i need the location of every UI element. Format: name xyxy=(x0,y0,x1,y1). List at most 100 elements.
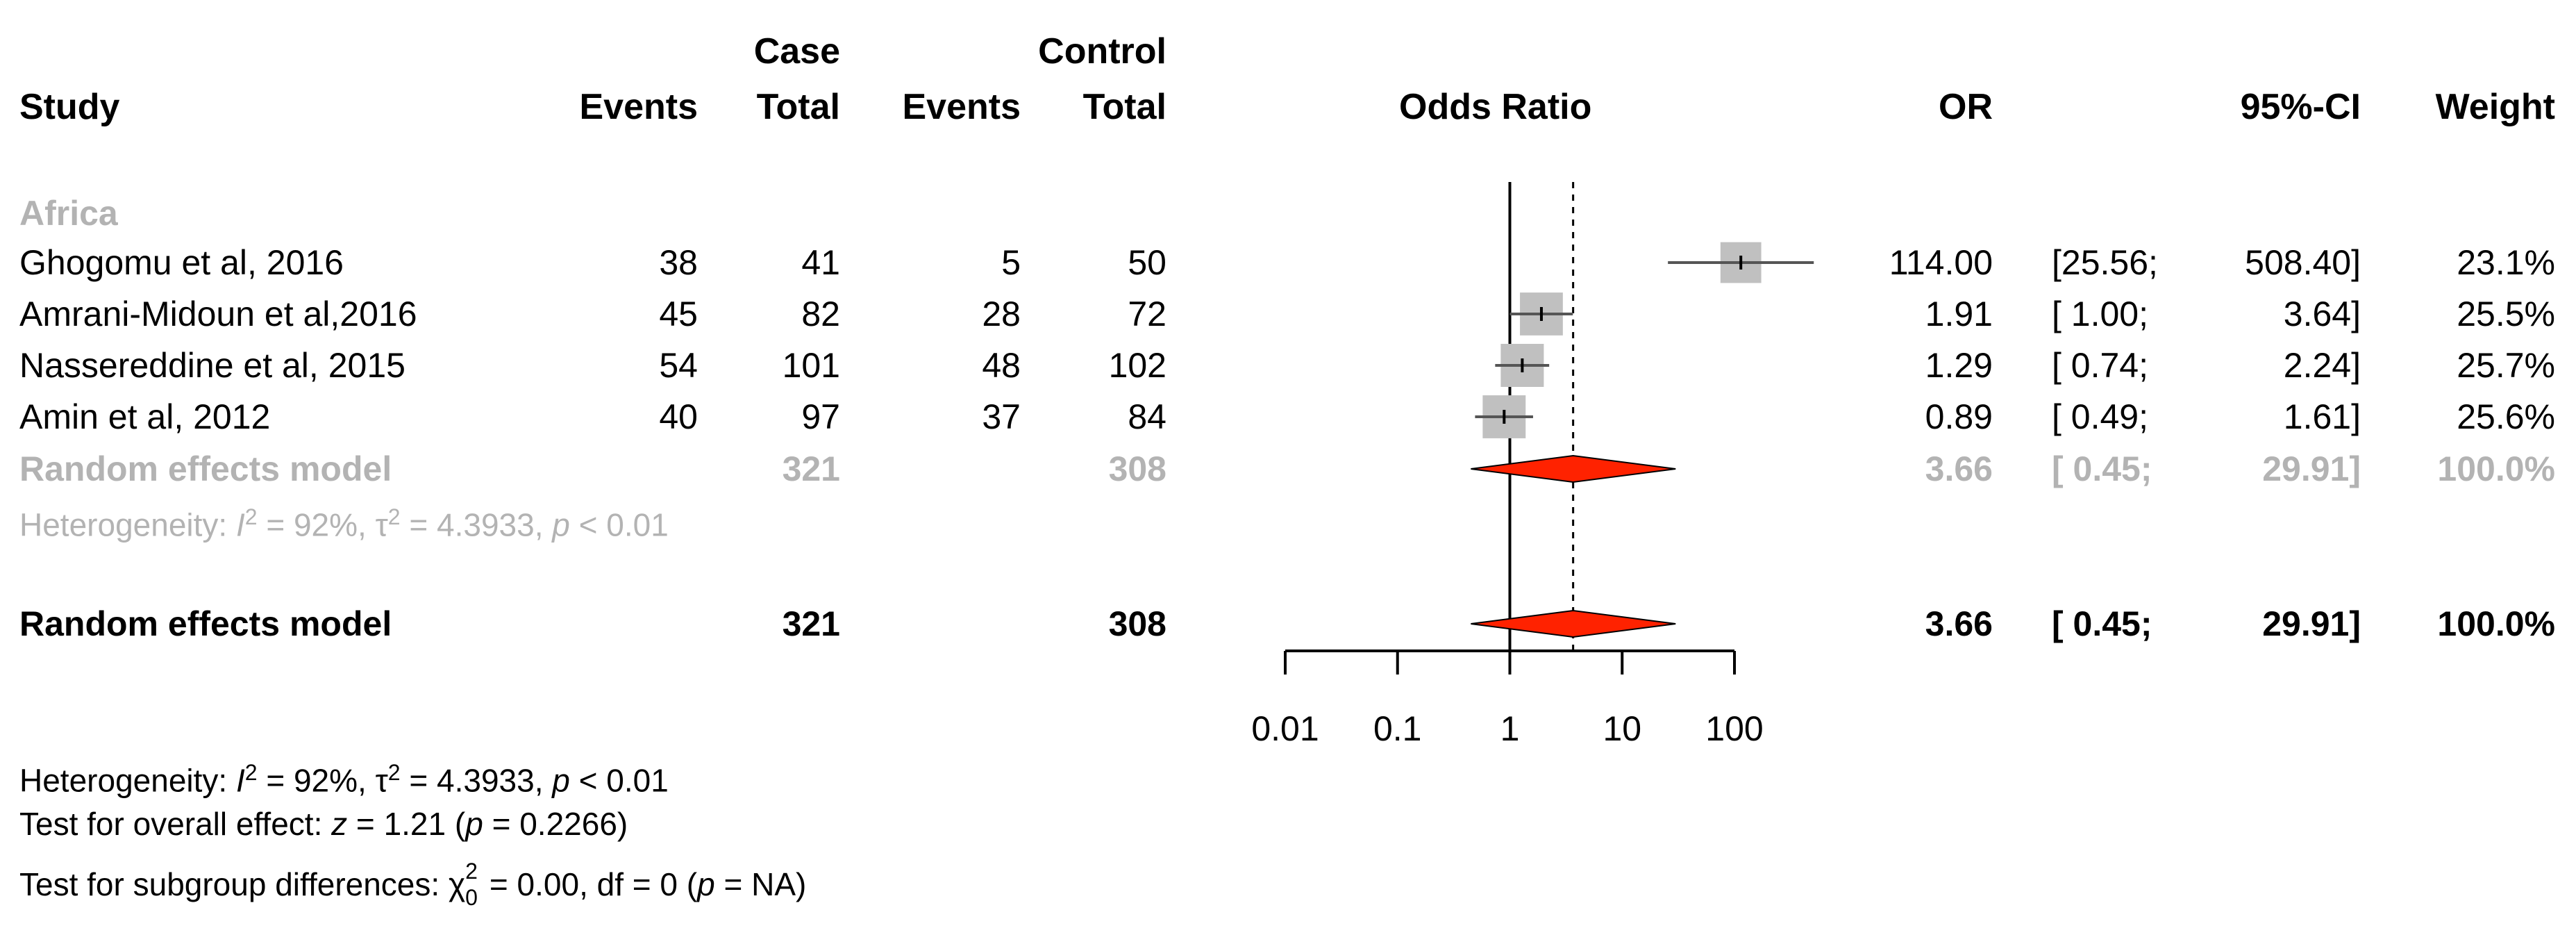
case-total: 41 xyxy=(801,243,840,282)
overall-case-total: 321 xyxy=(782,604,840,643)
footer-overall-prefix: Test for overall effect: xyxy=(19,806,332,842)
subgroup-het-sup: 2 xyxy=(387,504,401,529)
subgroup-heterogeneity: Heterogeneity: I2 = 92%, τ2 = 4.3933, p … xyxy=(19,506,669,540)
subgroup-het-tau: τ xyxy=(375,506,388,543)
footer-overall-z: z xyxy=(331,806,348,842)
subgroup-summary-diamond xyxy=(1471,454,1676,483)
control-total: 72 xyxy=(1128,295,1166,333)
x-axis-tick-label: 10 xyxy=(1603,709,1641,748)
weight-value: 25.5% xyxy=(2457,295,2555,333)
case-total: 101 xyxy=(782,346,840,385)
header-case-events: Events xyxy=(579,87,698,127)
weight-value: 23.1% xyxy=(2457,243,2555,282)
overall-weight: 100.0% xyxy=(2437,604,2555,643)
ci-low: [25.56; xyxy=(2052,243,2158,282)
footer-sub-prefix: Test for subgroup differences: xyxy=(19,866,449,902)
subgroup-weight: 100.0% xyxy=(2437,449,2555,488)
subgroup-het-p-rest: < 0.01 xyxy=(569,506,669,543)
case-events: 54 xyxy=(659,346,698,385)
subgroup-het-prefix: Heterogeneity: xyxy=(19,506,236,543)
subgroup-het-sup: 2 xyxy=(244,504,258,529)
footer-het-tau-rest: = 4.3933, xyxy=(400,762,553,799)
header-control-group: Control xyxy=(1038,31,1166,72)
footer-het-prefix: Heterogeneity: xyxy=(19,762,236,799)
control-events: 37 xyxy=(982,397,1021,436)
footer-sub-mid: = 0.00, df = 0 ( xyxy=(480,866,698,902)
ci-high: 1.61] xyxy=(2283,397,2361,436)
footer-het-p: p xyxy=(552,762,570,799)
case-events: 40 xyxy=(659,397,698,436)
or-value: 1.91 xyxy=(1925,295,1993,333)
subgroup-ci-low: [ 0.45; xyxy=(2052,449,2152,488)
footer-het-i: I xyxy=(235,762,245,799)
subgroup-het-i-rest: = 92%, xyxy=(257,506,376,543)
control-total: 50 xyxy=(1128,243,1166,282)
x-axis-tick-label: 0.1 xyxy=(1373,709,1422,748)
weight-value: 25.7% xyxy=(2457,346,2555,385)
case-events: 38 xyxy=(659,243,698,282)
header-control-events: Events xyxy=(902,87,1021,127)
footer-het-sup: 2 xyxy=(387,760,401,785)
footer-sub-chi: χ xyxy=(448,866,466,902)
header-weight: Weight xyxy=(2435,87,2555,127)
footer-sub-sup: 2 xyxy=(465,859,478,884)
overall-model-label: Random effects model xyxy=(19,604,392,643)
control-events: 5 xyxy=(1001,243,1021,282)
overall-control-total: 308 xyxy=(1108,604,1166,643)
or-value: 114.00 xyxy=(1889,243,1993,282)
study-name: Amin et al, 2012 xyxy=(19,397,271,436)
ci-high: 508.40] xyxy=(2245,243,2361,282)
ci-high: 3.64] xyxy=(2283,295,2361,333)
ci-low: [ 1.00; xyxy=(2052,295,2148,333)
subgroup-case-total: 321 xyxy=(782,449,840,488)
header-control-total: Total xyxy=(1082,87,1166,127)
control-events: 48 xyxy=(982,346,1021,385)
control-total: 102 xyxy=(1108,346,1166,385)
case-total: 82 xyxy=(801,295,840,333)
footer-overall-rest: = 0.2266) xyxy=(483,806,628,842)
case-total: 97 xyxy=(801,397,840,436)
x-axis-tick-label: 100 xyxy=(1705,709,1763,748)
footer-het-i-rest: = 92%, xyxy=(257,762,376,799)
study-name: Nassereddine et al, 2015 xyxy=(19,346,405,385)
footer-sub-p: p xyxy=(697,866,715,902)
control-total: 84 xyxy=(1128,397,1166,436)
footer-sub-sub: 0 xyxy=(465,885,478,910)
footer-overall-mid: = 1.21 ( xyxy=(347,806,466,842)
study-name: Ghogomu et al, 2016 xyxy=(19,243,344,282)
subgroup-het-p: p xyxy=(552,506,570,543)
footer-het-sup: 2 xyxy=(244,760,258,785)
header-or: OR xyxy=(1939,87,1993,127)
header-case-total: Total xyxy=(756,87,840,127)
footer-sub-rest: = NA) xyxy=(714,866,807,902)
study-name: Amrani-Midoun et al,2016 xyxy=(19,295,417,333)
overall-summary-diamond xyxy=(1471,609,1676,638)
ci-high: 2.24] xyxy=(2283,346,2361,385)
subgroup-het-i: I xyxy=(235,506,245,543)
footer-het-tau: τ xyxy=(375,762,388,799)
header-case-group: Case xyxy=(753,31,840,72)
header-ci: 95%-CI xyxy=(2240,87,2361,127)
header-study: Study xyxy=(19,87,120,127)
subgroup-het-tau-rest: = 4.3933, xyxy=(400,506,553,543)
or-value: 1.29 xyxy=(1925,346,1993,385)
subgroup-or: 3.66 xyxy=(1925,449,1993,488)
ci-low: [ 0.74; xyxy=(2052,346,2148,385)
overall-or: 3.66 xyxy=(1925,604,1993,643)
x-axis-tick-label: 1 xyxy=(1500,709,1520,748)
footer-overall-p: p xyxy=(465,806,483,842)
x-axis-tick-label: 0.01 xyxy=(1251,709,1319,748)
case-events: 45 xyxy=(659,295,698,333)
ci-low: [ 0.49; xyxy=(2052,397,2148,436)
subgroup-label: Africa xyxy=(19,194,118,233)
overall-ci-high: 29.91] xyxy=(2262,604,2361,643)
footer-overall-effect: Test for overall effect: z = 1.21 (p = 0… xyxy=(19,808,628,840)
subgroup-model-label: Random effects model xyxy=(19,449,392,488)
subgroup-control-total: 308 xyxy=(1108,449,1166,488)
or-value: 0.89 xyxy=(1925,397,1993,436)
weight-value: 25.6% xyxy=(2457,397,2555,436)
header-odds-ratio: Odds Ratio xyxy=(1399,87,1592,127)
footer-heterogeneity: Heterogeneity: I2 = 92%, τ2 = 4.3933, p … xyxy=(19,761,669,796)
